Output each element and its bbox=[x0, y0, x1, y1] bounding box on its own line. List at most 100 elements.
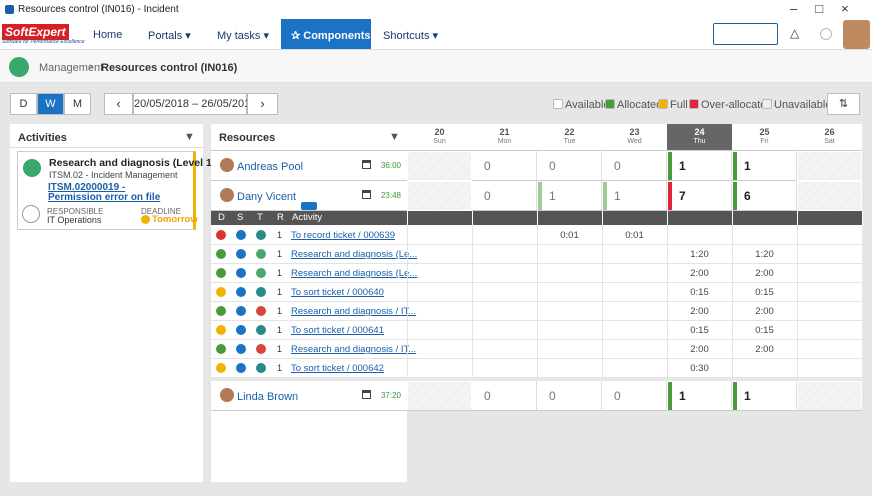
capacity-bar bbox=[538, 182, 542, 210]
time-cell bbox=[732, 226, 797, 245]
responsible-label: RESPONSIBLE bbox=[47, 207, 104, 216]
time-cell bbox=[537, 302, 602, 321]
status-icon[interactable] bbox=[236, 268, 246, 278]
capacity-cell bbox=[667, 151, 732, 181]
avatar bbox=[220, 158, 234, 172]
card-link[interactable]: ITSM.02000019 - Permission error on file bbox=[48, 182, 161, 203]
person-name[interactable]: Linda Brown bbox=[237, 391, 299, 403]
legend-swatch bbox=[762, 99, 772, 109]
window-controls[interactable]: –□× bbox=[790, 1, 867, 16]
capacity-cell bbox=[472, 181, 537, 211]
breadcrumb-bar bbox=[0, 50, 872, 83]
filter-icon[interactable]: ▼ bbox=[184, 131, 195, 143]
time-cell bbox=[732, 245, 797, 264]
status-icon[interactable] bbox=[236, 230, 246, 240]
legend-label: Available bbox=[565, 99, 610, 111]
activity-row bbox=[211, 264, 862, 283]
day-name: Sun bbox=[433, 138, 446, 145]
prev-button[interactable]: ‹ bbox=[104, 93, 133, 115]
legend-swatch bbox=[605, 99, 615, 109]
time-cell bbox=[797, 226, 862, 245]
breadcrumb-parent[interactable]: Management bbox=[39, 62, 104, 74]
calendar-icon[interactable] bbox=[362, 390, 371, 399]
time-cell bbox=[472, 283, 537, 302]
view-button[interactable]: D bbox=[10, 93, 37, 115]
time-cell bbox=[602, 245, 667, 264]
nav-item[interactable]: Home bbox=[93, 29, 123, 41]
activity-name[interactable]: To record ticket / 000639 bbox=[291, 230, 396, 241]
activity-name[interactable]: To sort ticket / 000641 bbox=[291, 325, 384, 336]
time-cell bbox=[602, 302, 667, 321]
time-cell bbox=[667, 302, 732, 321]
nav-item[interactable]: ✰ Components ▾ bbox=[291, 30, 380, 42]
day-name: Tue bbox=[563, 138, 576, 145]
day-header bbox=[667, 124, 732, 150]
column-divider bbox=[862, 211, 863, 225]
status-icon[interactable] bbox=[236, 306, 246, 316]
capacity-value: 1 bbox=[679, 159, 686, 173]
nav-item[interactable]: My tasks ▾ bbox=[217, 30, 269, 42]
table-bottom bbox=[211, 378, 862, 381]
calendar-icon[interactable] bbox=[362, 190, 371, 199]
activity-name[interactable]: Research and diagnosis / IT... bbox=[291, 306, 417, 317]
time-cell bbox=[602, 264, 667, 283]
time-cell bbox=[732, 321, 797, 340]
person-name[interactable]: Dany Vicent bbox=[237, 191, 297, 203]
expand-caret[interactable] bbox=[301, 202, 317, 210]
activity-row bbox=[211, 359, 862, 378]
status-icon[interactable] bbox=[236, 363, 246, 373]
sort-button[interactable]: ⇅ bbox=[827, 93, 860, 115]
time-value: 1:20 bbox=[690, 249, 709, 260]
time-cell bbox=[667, 226, 732, 245]
capacity-cell bbox=[407, 151, 472, 181]
type-icon bbox=[256, 363, 266, 373]
status-icon[interactable] bbox=[236, 325, 246, 335]
time-value: 2:00 bbox=[755, 268, 774, 279]
activity-card[interactable] bbox=[17, 151, 196, 230]
nav-item[interactable]: Portals ▾ bbox=[148, 30, 191, 42]
person-name[interactable]: Andreas Pool bbox=[237, 161, 304, 173]
search-box[interactable] bbox=[713, 23, 778, 45]
time-cell bbox=[797, 264, 862, 283]
header-divider bbox=[211, 150, 862, 151]
priority-icon bbox=[216, 363, 226, 373]
type-icon bbox=[256, 268, 266, 278]
revision: 1 bbox=[277, 230, 283, 240]
legend-label: Over-allocated bbox=[701, 99, 773, 111]
time-cell bbox=[797, 302, 862, 321]
type-icon bbox=[256, 325, 266, 335]
bell-icon[interactable]: △ bbox=[790, 26, 800, 40]
view-button[interactable]: M bbox=[64, 93, 91, 115]
status-icon[interactable] bbox=[236, 344, 246, 354]
capacity-value: 0 bbox=[614, 389, 621, 403]
day-name: Sat bbox=[824, 138, 835, 145]
column-header: T bbox=[257, 212, 263, 223]
time-cell bbox=[537, 340, 602, 359]
next-button[interactable]: › bbox=[247, 93, 278, 115]
priority-icon bbox=[216, 325, 226, 335]
day-number: 26 bbox=[824, 127, 835, 137]
capacity-cell bbox=[407, 381, 472, 411]
activity-name[interactable]: Research and diagnosis (Le... bbox=[291, 268, 418, 279]
help-icon[interactable] bbox=[820, 28, 832, 40]
calendar-icon[interactable] bbox=[362, 160, 371, 169]
activity-name[interactable]: Research and diagnosis (Le... bbox=[291, 249, 418, 260]
time-cell bbox=[407, 321, 472, 340]
priority-icon bbox=[216, 249, 226, 259]
nav-item[interactable]: Shortcuts ▾ bbox=[383, 30, 439, 42]
time-cell bbox=[602, 226, 667, 245]
view-button[interactable]: W bbox=[37, 93, 64, 115]
column-header: Activity bbox=[292, 212, 323, 223]
legend-label: Full bbox=[670, 99, 688, 111]
time-value: 2:00 bbox=[755, 344, 774, 355]
row-divider bbox=[211, 210, 407, 211]
status-icon[interactable] bbox=[236, 249, 246, 259]
capacity-cell bbox=[602, 381, 667, 411]
logo-tagline: Software for Performance Excellence bbox=[2, 39, 85, 45]
activity-name[interactable]: Research and diagnosis / IT... bbox=[291, 344, 417, 355]
type-icon bbox=[256, 249, 266, 259]
activity-name[interactable]: To sort ticket / 000642 bbox=[291, 363, 384, 374]
activity-name[interactable]: To sort ticket / 000640 bbox=[291, 287, 384, 298]
filter-icon[interactable]: ▼ bbox=[389, 131, 400, 143]
status-icon[interactable] bbox=[236, 287, 246, 297]
